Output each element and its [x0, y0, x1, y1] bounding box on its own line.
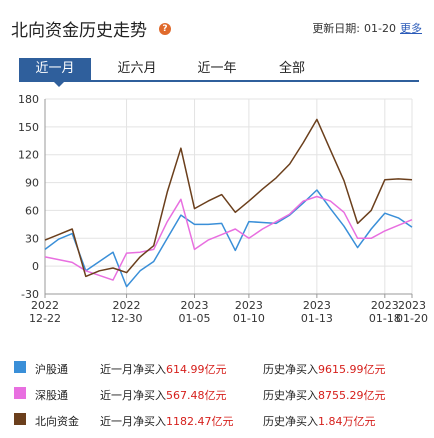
- x-tick-label-year: 2023: [398, 299, 426, 312]
- x-tick-label-year: 2023: [303, 299, 331, 312]
- x-tick-label-year: 2023: [181, 299, 209, 312]
- legend-row-north: 北向资金 近一月净买入1182.47亿元 历史净买入1.84万亿元: [0, 410, 434, 432]
- update-date: 01-20: [364, 22, 396, 35]
- x-tick-label-date: 12-30: [111, 312, 143, 325]
- history-net-buy-value: 1.84万亿元: [318, 415, 376, 428]
- x-tick-label-year: 2023: [235, 299, 263, 312]
- history-net-buy-label: 历史净买入: [263, 415, 318, 428]
- northbound-flow-chart: -300306090120150180202212-22202212-30202…: [18, 93, 428, 325]
- y-tick-label: 60: [25, 204, 39, 217]
- history-net-buy-value: 8755.29亿元: [318, 389, 386, 402]
- month-net-buy-label: 近一月净买入: [100, 389, 166, 402]
- legend-row-sgt: 深股通 近一月净买入567.48亿元 历史净买入8755.29亿元: [0, 384, 434, 406]
- tab-1-year[interactable]: 近一年: [197, 61, 237, 76]
- x-tick-label-date: 01-13: [301, 312, 333, 325]
- tab-6-months[interactable]: 近六月: [117, 61, 157, 76]
- history-net-buy-label: 历史净买入: [263, 363, 318, 376]
- period-tabs: 近一月 近六月 近一年 全部: [19, 58, 419, 87]
- month-net-buy-value: 614.99亿元: [166, 363, 227, 376]
- tab-all[interactable]: 全部: [278, 61, 305, 76]
- x-tick-label-date: 01-18: [369, 312, 401, 325]
- series-line-sgt: [44, 195, 413, 281]
- x-tick-label-year: 2023: [371, 299, 399, 312]
- month-net-buy-label: 近一月净买入: [100, 363, 166, 376]
- history-net-buy: 历史净买入8755.29亿元: [263, 387, 386, 403]
- more-link[interactable]: 更多: [400, 22, 422, 35]
- x-tick-label-date: 01-20: [396, 312, 428, 325]
- tab-underline: [19, 80, 419, 82]
- x-tick-label-date: 01-05: [179, 312, 211, 325]
- help-icon[interactable]: ?: [159, 23, 171, 35]
- legend-name: 沪股通: [35, 363, 68, 376]
- history-net-buy-label: 历史净买入: [263, 389, 318, 402]
- y-tick-label: 120: [18, 149, 39, 162]
- update-info: 更新日期: 01-20 更多: [312, 20, 422, 36]
- history-net-buy: 历史净买入1.84万亿元: [263, 413, 376, 429]
- legend-name: 深股通: [35, 389, 68, 402]
- x-tick-label-year: 2022: [31, 299, 59, 312]
- x-tick-label-year: 2022: [113, 299, 141, 312]
- x-tick-label-date: 01-10: [233, 312, 265, 325]
- month-net-buy-label: 近一月净买入: [100, 415, 166, 428]
- update-label: 更新日期:: [312, 22, 361, 35]
- legend-name: 北向资金: [35, 415, 79, 428]
- y-tick-label: 180: [18, 93, 39, 106]
- tab-caret-icon: [54, 82, 64, 87]
- month-net-buy: 近一月净买入614.99亿元: [100, 361, 227, 377]
- y-tick-label: 150: [18, 121, 39, 134]
- tab-1-month[interactable]: 近一月: [19, 58, 91, 80]
- legend-row-hgt: 沪股通 近一月净买入614.99亿元 历史净买入9615.99亿元: [0, 358, 434, 380]
- y-tick-label: 0: [32, 260, 39, 273]
- series-line-north: [44, 118, 413, 278]
- series-line-hgt: [44, 189, 413, 288]
- month-net-buy: 近一月净买入1182.47亿元: [100, 413, 234, 429]
- month-net-buy-value: 1182.47亿元: [166, 415, 234, 428]
- history-net-buy: 历史净买入9615.99亿元: [263, 361, 386, 377]
- x-tick-label-date: 12-22: [29, 312, 61, 325]
- header: 北向资金历史走势 ? 更新日期: 01-20 更多: [0, 0, 434, 52]
- y-tick-label: -30: [21, 288, 39, 301]
- hgt-swatch: [14, 361, 26, 373]
- month-net-buy: 近一月净买入567.48亿元: [100, 387, 227, 403]
- page-title: 北向资金历史走势: [11, 21, 147, 41]
- history-net-buy-value: 9615.99亿元: [318, 363, 386, 376]
- month-net-buy-value: 567.48亿元: [166, 389, 227, 402]
- north-swatch: [14, 413, 26, 425]
- y-tick-label: 90: [25, 177, 39, 190]
- sgt-swatch: [14, 387, 26, 399]
- y-tick-label: 30: [25, 232, 39, 245]
